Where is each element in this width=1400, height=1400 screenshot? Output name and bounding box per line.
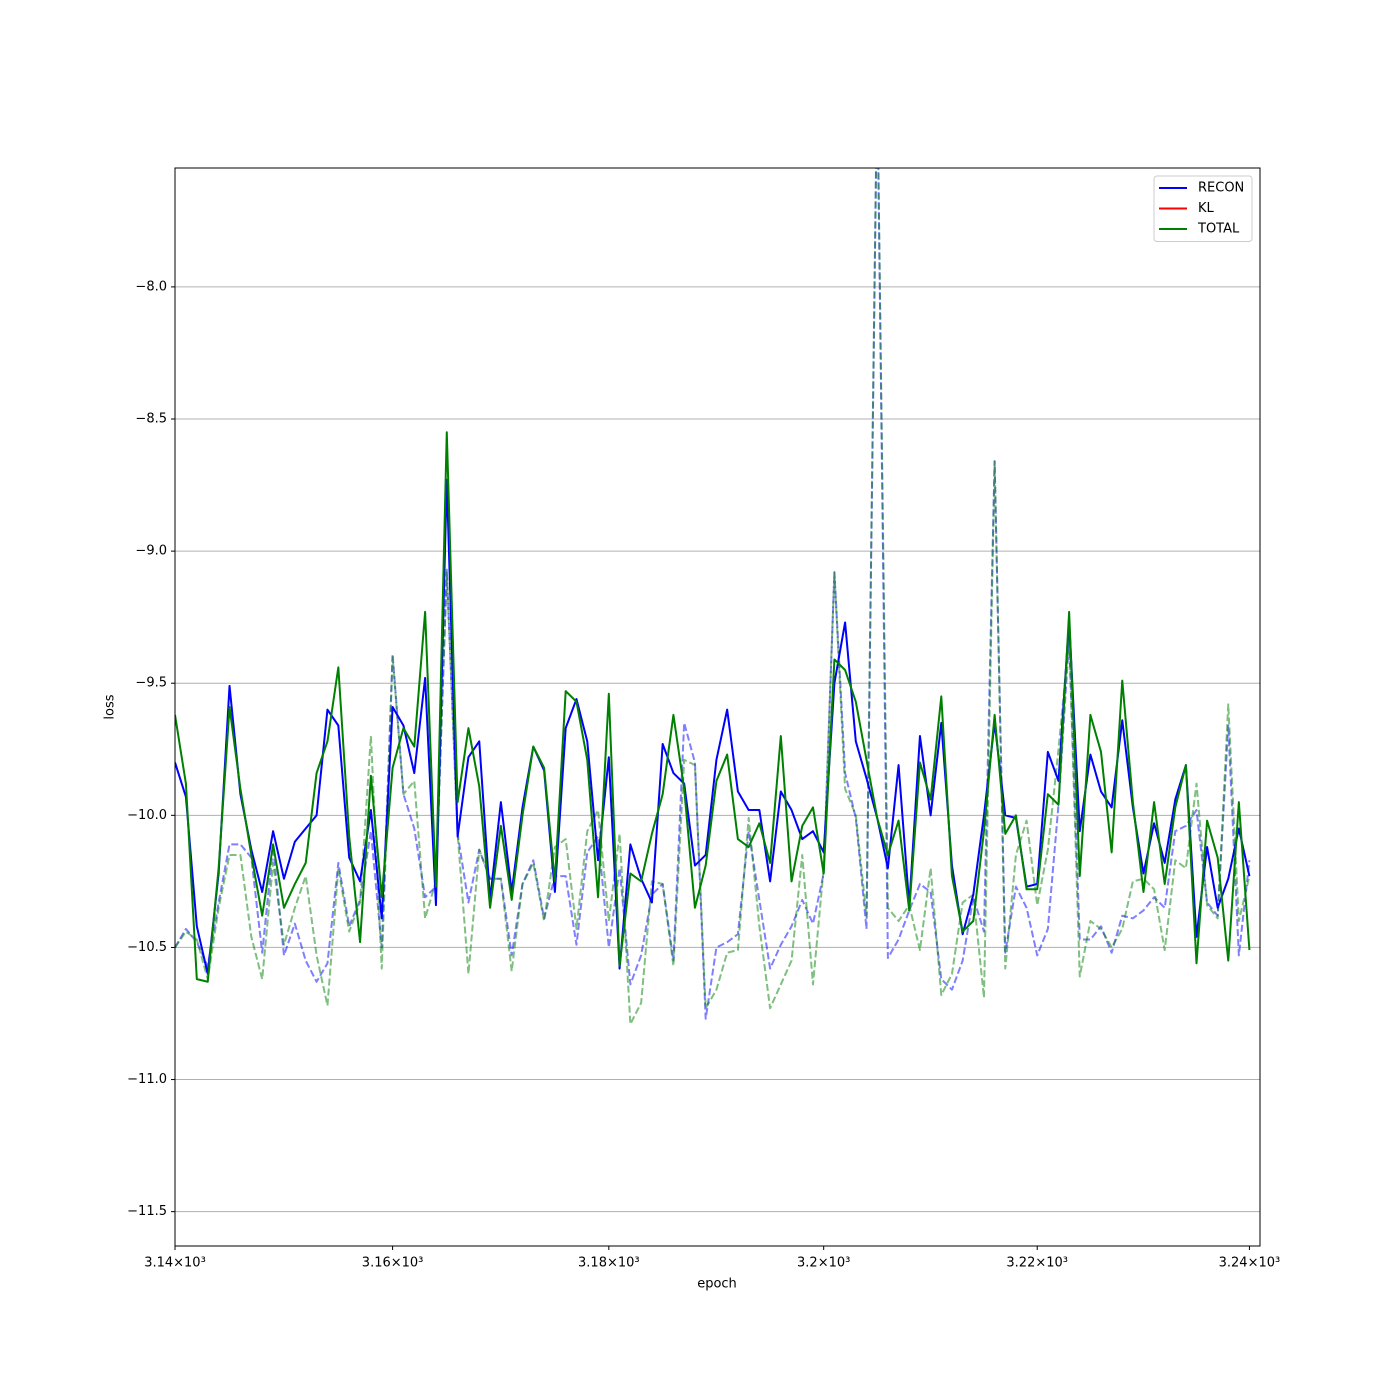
legend-box bbox=[1153, 175, 1253, 242]
x-tick-label: 3.18×10³ bbox=[578, 1256, 640, 1271]
y-tick-label: −11.5 bbox=[127, 1204, 167, 1219]
dashed-line bbox=[175, 168, 1251, 1020]
y-tick-label: −8.5 bbox=[135, 412, 167, 427]
x-tick-label: 3.2×10³ bbox=[797, 1256, 850, 1271]
y-tick-label: −9.5 bbox=[135, 676, 167, 691]
y-tick-label: −8.0 bbox=[135, 279, 167, 294]
legend-label: KL bbox=[1198, 201, 1215, 216]
legend-label: RECON bbox=[1198, 181, 1244, 196]
x-tick-label: 3.16×10³ bbox=[362, 1256, 424, 1271]
line bbox=[175, 431, 1251, 983]
y-tick-label: −10.5 bbox=[127, 940, 167, 955]
x-axis-label: epoch bbox=[697, 1277, 737, 1292]
x-tick-label: 3.14×10³ bbox=[144, 1256, 206, 1271]
plot-area bbox=[175, 168, 1251, 1026]
y-tick-label: −9.0 bbox=[135, 544, 167, 559]
y-axis-label: loss bbox=[103, 694, 118, 719]
x-tick-label: 3.24×10³ bbox=[1219, 1256, 1281, 1271]
y-tick-label: −11.0 bbox=[127, 1072, 167, 1087]
y-tick-label: −10.0 bbox=[127, 808, 167, 823]
plot-frame bbox=[174, 167, 1261, 1247]
legend-label: TOTAL bbox=[1197, 222, 1240, 237]
x-tick-label: 3.22×10³ bbox=[1006, 1256, 1068, 1271]
